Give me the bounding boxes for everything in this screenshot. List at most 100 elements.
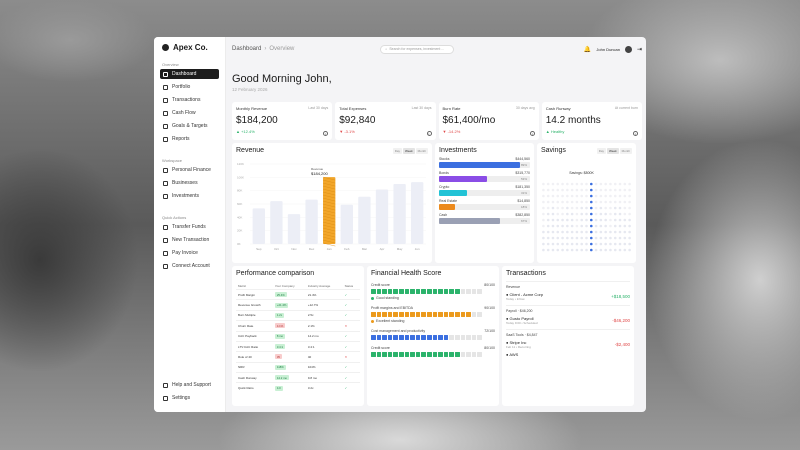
investment-value: $181,350	[515, 185, 530, 189]
brand-name: Apex Co.	[173, 43, 208, 52]
toggle-week[interactable]: Week	[607, 148, 619, 154]
transaction-row[interactable]: ● Client - Acme Corp Today • Inflow +$18,5…	[506, 292, 630, 301]
check-icon: ✓	[342, 382, 360, 393]
score-segment	[426, 289, 432, 294]
savings-dot	[570, 200, 574, 204]
investment-item[interactable]: Crypto $181,350 31%	[439, 185, 530, 196]
health-status: Excellent standing	[371, 319, 495, 323]
transaction-name: Gusto Payroll	[509, 316, 534, 321]
savings-dot	[575, 230, 579, 234]
sidebar-item-portfolio[interactable]: Portfolio	[160, 82, 219, 92]
savings-dot	[566, 188, 569, 192]
savings-dot	[570, 194, 574, 198]
sidebar-item-pay-invoice[interactable]: Pay Invoice	[160, 248, 219, 258]
overview-section-label: Overview	[162, 62, 179, 67]
search-input[interactable]: ⌕ Search for expenses, investment ...	[380, 44, 455, 54]
metric-name: CAC Payback	[236, 330, 273, 342]
your-value-chip: 8 mo	[274, 333, 286, 339]
health-label: Credit score	[371, 346, 390, 350]
score-segment	[426, 312, 432, 317]
sidebar-item-businesses[interactable]: Businesses	[160, 178, 219, 188]
health-score: 72/100	[484, 329, 495, 333]
brand-logo[interactable]: Apex Co.	[162, 43, 219, 52]
metric-name: Profit Margin	[236, 288, 273, 300]
transaction-group: SaaS Tools · $4,847 ● Stripe Inc Feb 11 • …	[506, 329, 630, 357]
transaction-row[interactable]: ● AWS	[506, 352, 630, 357]
bar-hatch	[322, 191, 336, 196]
savings-dot	[546, 242, 550, 246]
notification-bell-icon[interactable]: 🔔	[583, 46, 592, 53]
bar-hatch	[322, 179, 336, 184]
breadcrumb-root[interactable]: Dashboard	[232, 46, 262, 52]
x-tick-label: May	[397, 247, 403, 251]
revenue-bar	[393, 184, 406, 244]
sidebar-item-connect-account[interactable]: Connect Account	[160, 261, 219, 271]
transaction-row[interactable]: ● Gusto Payroll Today 9:00 • Scheduled -$4…	[506, 316, 630, 325]
savings-dot	[561, 230, 564, 234]
sidebar-item-personal-finance[interactable]: Personal Finance	[160, 165, 219, 175]
sidebar-item-transactions[interactable]: Transactions	[160, 95, 219, 105]
savings-dot	[623, 206, 627, 210]
savings-dot	[551, 224, 555, 228]
score-segment	[471, 312, 477, 317]
toggle-month[interactable]: Month	[415, 148, 428, 154]
sidebar-item-help-and-support[interactable]: Help and Support	[160, 380, 219, 390]
x-tick-label: Feb	[344, 247, 350, 251]
sidebar-item-settings[interactable]: Settings	[160, 393, 219, 403]
nav-item-icon	[163, 263, 168, 269]
investment-item[interactable]: Real Estate $14,850 18%	[439, 199, 530, 210]
sidebar-item-transfer-funds[interactable]: Transfer Funds	[160, 222, 219, 232]
sidebar-item-cash-flow[interactable]: Cash Flow	[160, 108, 219, 118]
bar-hatch	[322, 206, 336, 211]
table-row: Revenue Growth +21.4% +12.7% ✓	[236, 299, 360, 311]
sidebar-item-new-transaction[interactable]: New Transaction	[160, 235, 219, 245]
savings-dot	[546, 230, 550, 234]
kpi-value: $184,200	[236, 115, 278, 126]
toggle-day[interactable]: Day	[596, 148, 607, 154]
investment-item[interactable]: Cash $382,850 67%	[439, 213, 530, 224]
savings-dot	[575, 242, 579, 246]
savings-dot	[580, 206, 584, 210]
sidebar-item-label: Transfer Funds	[172, 224, 206, 230]
sidebar-item-dashboard[interactable]: Dashboard	[160, 69, 219, 79]
transaction-row[interactable]: ● Stripe Inc Feb 11 • Recurring -$2,400	[506, 340, 630, 349]
info-icon[interactable]: i	[426, 131, 432, 136]
table-header: Metric	[238, 284, 247, 288]
score-segment	[449, 312, 454, 317]
toggle-month[interactable]: Month	[619, 148, 632, 154]
score-segment	[438, 335, 443, 340]
savings-period-toggle: Day Week Month	[596, 148, 632, 154]
avatar[interactable]	[624, 45, 632, 53]
info-icon[interactable]: i	[633, 131, 638, 136]
investment-pct: 53%	[520, 177, 527, 181]
nav-item-icon	[163, 250, 168, 256]
logout-icon[interactable]: ⇥	[636, 46, 642, 53]
investment-item[interactable]: Stocks $444,560 89%	[439, 157, 530, 168]
investment-item[interactable]: Bonds $315,770 53%	[439, 171, 530, 182]
toggle-day[interactable]: Day	[392, 148, 403, 154]
savings-dot	[618, 242, 622, 246]
nav-item-icon	[163, 382, 168, 388]
savings-dot	[589, 236, 593, 240]
savings-dot	[599, 236, 603, 240]
info-icon[interactable]: i	[529, 131, 535, 136]
investment-bar-fill	[439, 204, 456, 210]
info-icon[interactable]: i	[323, 131, 329, 136]
y-tick-label: 100K	[237, 175, 244, 179]
sidebar-item-label: Portfolio	[172, 84, 191, 90]
check-icon: ✓	[342, 309, 360, 321]
toggle-week[interactable]: Week	[403, 148, 415, 154]
savings-dot	[551, 218, 555, 222]
sidebar-item-investments[interactable]: Investments	[160, 191, 219, 201]
savings-dot	[570, 182, 574, 186]
score-segment	[443, 312, 449, 317]
savings-dot	[556, 230, 560, 234]
nav-item-icon	[163, 167, 168, 173]
score-segment	[393, 312, 398, 317]
sidebar-item-goals-targets[interactable]: Goals & Targets	[160, 121, 219, 131]
investment-value: $382,850	[515, 213, 530, 217]
y-tick-label: 40K	[237, 215, 242, 219]
user-name[interactable]: John Duncan	[596, 46, 620, 52]
sidebar-item-reports[interactable]: Reports	[160, 134, 219, 144]
savings-dot	[542, 230, 545, 234]
